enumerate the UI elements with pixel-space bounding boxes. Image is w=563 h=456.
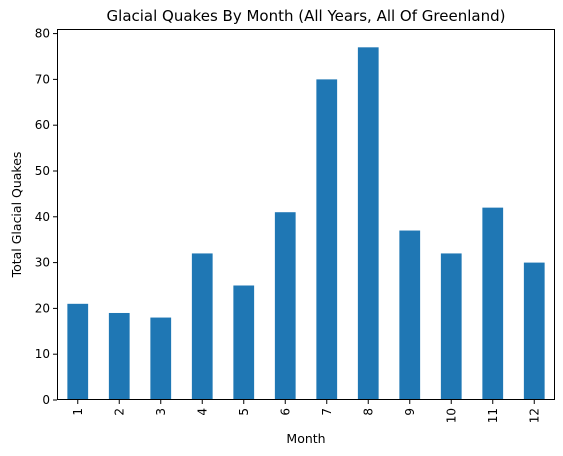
x-tick-label: 3 — [154, 408, 168, 416]
y-axis-label: Total Glacial Quakes — [9, 152, 24, 279]
bar-month-6 — [274, 212, 296, 400]
y-tick-label: 0 — [42, 393, 50, 407]
bar-month-7 — [316, 79, 338, 400]
x-tick-label: 1 — [71, 408, 85, 416]
x-tick-label: 8 — [361, 408, 375, 416]
chart-title: Glacial Quakes By Month (All Years, All … — [107, 7, 506, 25]
bar-month-3 — [150, 317, 172, 400]
x-axis: 1 2 3 4 5 6 7 8 9 10 11 12 — [71, 400, 541, 423]
y-axis: 0 10 20 30 40 50 60 70 80 — [35, 27, 57, 407]
x-tick-label: 9 — [403, 408, 417, 416]
y-tick-label: 30 — [35, 256, 50, 270]
y-tick-label: 70 — [35, 72, 50, 86]
x-tick-label: 7 — [320, 408, 334, 416]
y-tick-label: 60 — [35, 118, 50, 132]
bar-month-2 — [108, 312, 130, 400]
y-tick-label: 50 — [35, 164, 50, 178]
bars-group — [67, 47, 545, 401]
bar-month-10 — [440, 253, 462, 400]
x-tick-label: 5 — [237, 408, 251, 416]
x-axis-label: Month — [286, 431, 325, 446]
x-tick-label: 6 — [278, 408, 292, 416]
bar-month-5 — [233, 285, 255, 400]
bar-month-4 — [191, 253, 213, 400]
bar-month-9 — [399, 230, 421, 400]
bar-month-12 — [523, 262, 545, 400]
bar-month-8 — [357, 47, 379, 401]
y-tick-label: 80 — [35, 27, 50, 41]
bar-month-11 — [482, 207, 504, 400]
plot-frame — [57, 29, 555, 400]
x-tick-label: 11 — [486, 408, 500, 423]
bar-month-1 — [67, 303, 89, 400]
x-tick-label: 12 — [527, 408, 541, 423]
y-tick-label: 40 — [35, 210, 50, 224]
x-tick-label: 2 — [112, 408, 126, 416]
y-tick-label: 10 — [35, 347, 50, 361]
x-tick-label: 4 — [195, 408, 209, 416]
x-tick-label: 10 — [444, 408, 458, 423]
y-tick-label: 20 — [35, 301, 50, 315]
